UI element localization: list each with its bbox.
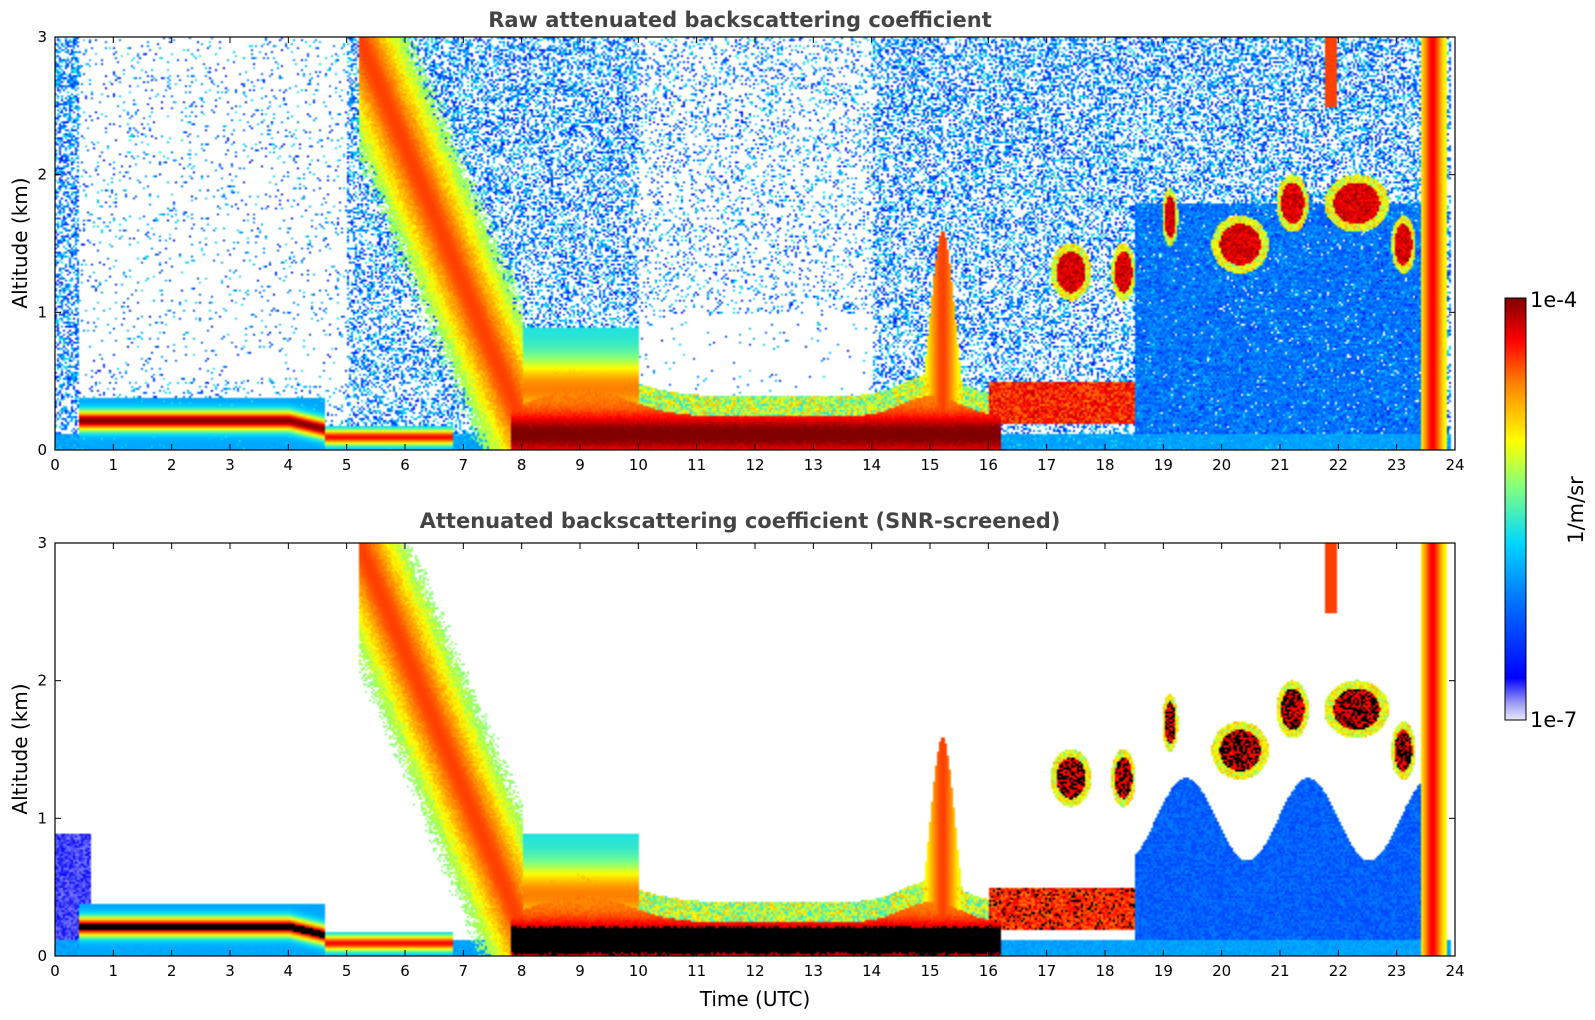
y-tick-label: 3 bbox=[37, 28, 47, 46]
x-tick-label: 22 bbox=[1329, 456, 1348, 474]
x-tick-label: 2 bbox=[167, 456, 177, 474]
panel-screened-xlabel: Time (UTC) bbox=[699, 987, 811, 1011]
x-tick-label: 16 bbox=[979, 456, 998, 474]
y-tick-label: 0 bbox=[37, 441, 47, 459]
x-tick-label: 15 bbox=[920, 962, 939, 980]
x-tick-label: 19 bbox=[1154, 962, 1173, 980]
x-tick-label: 11 bbox=[687, 456, 706, 474]
x-tick-label: 13 bbox=[804, 456, 823, 474]
x-tick-label: 0 bbox=[50, 456, 60, 474]
x-tick-label: 24 bbox=[1445, 456, 1464, 474]
x-tick-label: 22 bbox=[1329, 962, 1348, 980]
x-tick-label: 9 bbox=[575, 962, 585, 980]
x-tick-label: 1 bbox=[109, 962, 119, 980]
x-tick-label: 16 bbox=[979, 962, 998, 980]
colorbar-min-label: 1e-7 bbox=[1530, 708, 1577, 732]
x-tick-label: 12 bbox=[745, 456, 764, 474]
panel-raw-yticks: 0 1 2 3 bbox=[37, 28, 1455, 459]
x-tick-label: 20 bbox=[1212, 962, 1231, 980]
panel-raw-title: Raw attenuated backscattering coefficien… bbox=[488, 8, 992, 32]
x-tick-label: 3 bbox=[225, 456, 235, 474]
x-tick-label: 18 bbox=[1095, 962, 1114, 980]
y-tick-label: 1 bbox=[37, 303, 47, 321]
panel-screened-title: Attenuated backscattering coefficient (S… bbox=[420, 509, 1061, 533]
x-tick-label: 23 bbox=[1387, 456, 1406, 474]
colorbar-unit-label: 1/m/sr bbox=[1564, 476, 1588, 544]
x-tick-label: 10 bbox=[629, 962, 648, 980]
x-tick-label: 6 bbox=[400, 456, 410, 474]
panel-screened-ylabel: Altitude (km) bbox=[8, 683, 32, 814]
x-tick-label: 8 bbox=[517, 962, 527, 980]
x-tick-label: 8 bbox=[517, 456, 527, 474]
x-tick-label: 4 bbox=[284, 456, 294, 474]
colorbar-gradient bbox=[1504, 297, 1527, 721]
x-tick-label: 11 bbox=[687, 962, 706, 980]
x-tick-label: 17 bbox=[1037, 456, 1056, 474]
panel-raw-ylabel: Altitude (km) bbox=[8, 177, 32, 308]
x-tick-label: 10 bbox=[629, 456, 648, 474]
x-tick-label: 23 bbox=[1387, 962, 1406, 980]
x-tick-label: 18 bbox=[1095, 456, 1114, 474]
y-tick-label: 3 bbox=[37, 534, 47, 552]
x-tick-label: 14 bbox=[862, 456, 881, 474]
x-tick-label: 21 bbox=[1270, 456, 1289, 474]
y-tick-label: 0 bbox=[37, 947, 47, 965]
x-tick-label: 5 bbox=[342, 962, 352, 980]
panel-raw-heatmap bbox=[55, 37, 1455, 450]
x-tick-label: 20 bbox=[1212, 456, 1231, 474]
x-tick-label: 0 bbox=[50, 962, 60, 980]
x-tick-label: 13 bbox=[804, 962, 823, 980]
x-tick-label: 2 bbox=[167, 962, 177, 980]
colorbar: 1e-4 1e-7 1/m/sr bbox=[1504, 288, 1588, 732]
x-tick-label: 1 bbox=[109, 456, 119, 474]
x-tick-label: 17 bbox=[1037, 962, 1056, 980]
x-tick-label: 24 bbox=[1445, 962, 1464, 980]
x-tick-label: 19 bbox=[1154, 456, 1173, 474]
x-tick-label: 14 bbox=[862, 962, 881, 980]
colorbar-max-label: 1e-4 bbox=[1530, 288, 1577, 312]
panel-screened-yticks: 0 1 2 3 bbox=[37, 534, 1455, 965]
x-tick-label: 5 bbox=[342, 456, 352, 474]
x-tick-label: 3 bbox=[225, 962, 235, 980]
y-tick-label: 2 bbox=[37, 672, 47, 690]
x-tick-label: 15 bbox=[920, 456, 939, 474]
panel-raw: Raw attenuated backscattering coefficien… bbox=[8, 8, 1465, 474]
y-tick-label: 2 bbox=[37, 166, 47, 184]
x-tick-label: 21 bbox=[1270, 962, 1289, 980]
x-tick-label: 9 bbox=[575, 456, 585, 474]
y-tick-label: 1 bbox=[37, 809, 47, 827]
panel-screened-heatmap bbox=[55, 543, 1455, 956]
x-tick-label: 12 bbox=[745, 962, 764, 980]
x-tick-label: 6 bbox=[400, 962, 410, 980]
panel-screened: Attenuated backscattering coefficient (S… bbox=[8, 509, 1465, 1011]
panel-raw-xticks: 0 1 2 3 4 5 6 7 8 9 10 11 12 13 14 15 16 17 18 19 20 21 22 23 24 bbox=[50, 37, 1465, 474]
x-tick-label: 7 bbox=[459, 456, 469, 474]
x-tick-label: 4 bbox=[284, 962, 294, 980]
panel-screened-xticks: 0 1 2 3 4 5 6 7 8 9 10 11 12 13 14 15 16 17 18 19 20 21 22 23 24 bbox=[50, 543, 1465, 980]
x-tick-label: 7 bbox=[459, 962, 469, 980]
